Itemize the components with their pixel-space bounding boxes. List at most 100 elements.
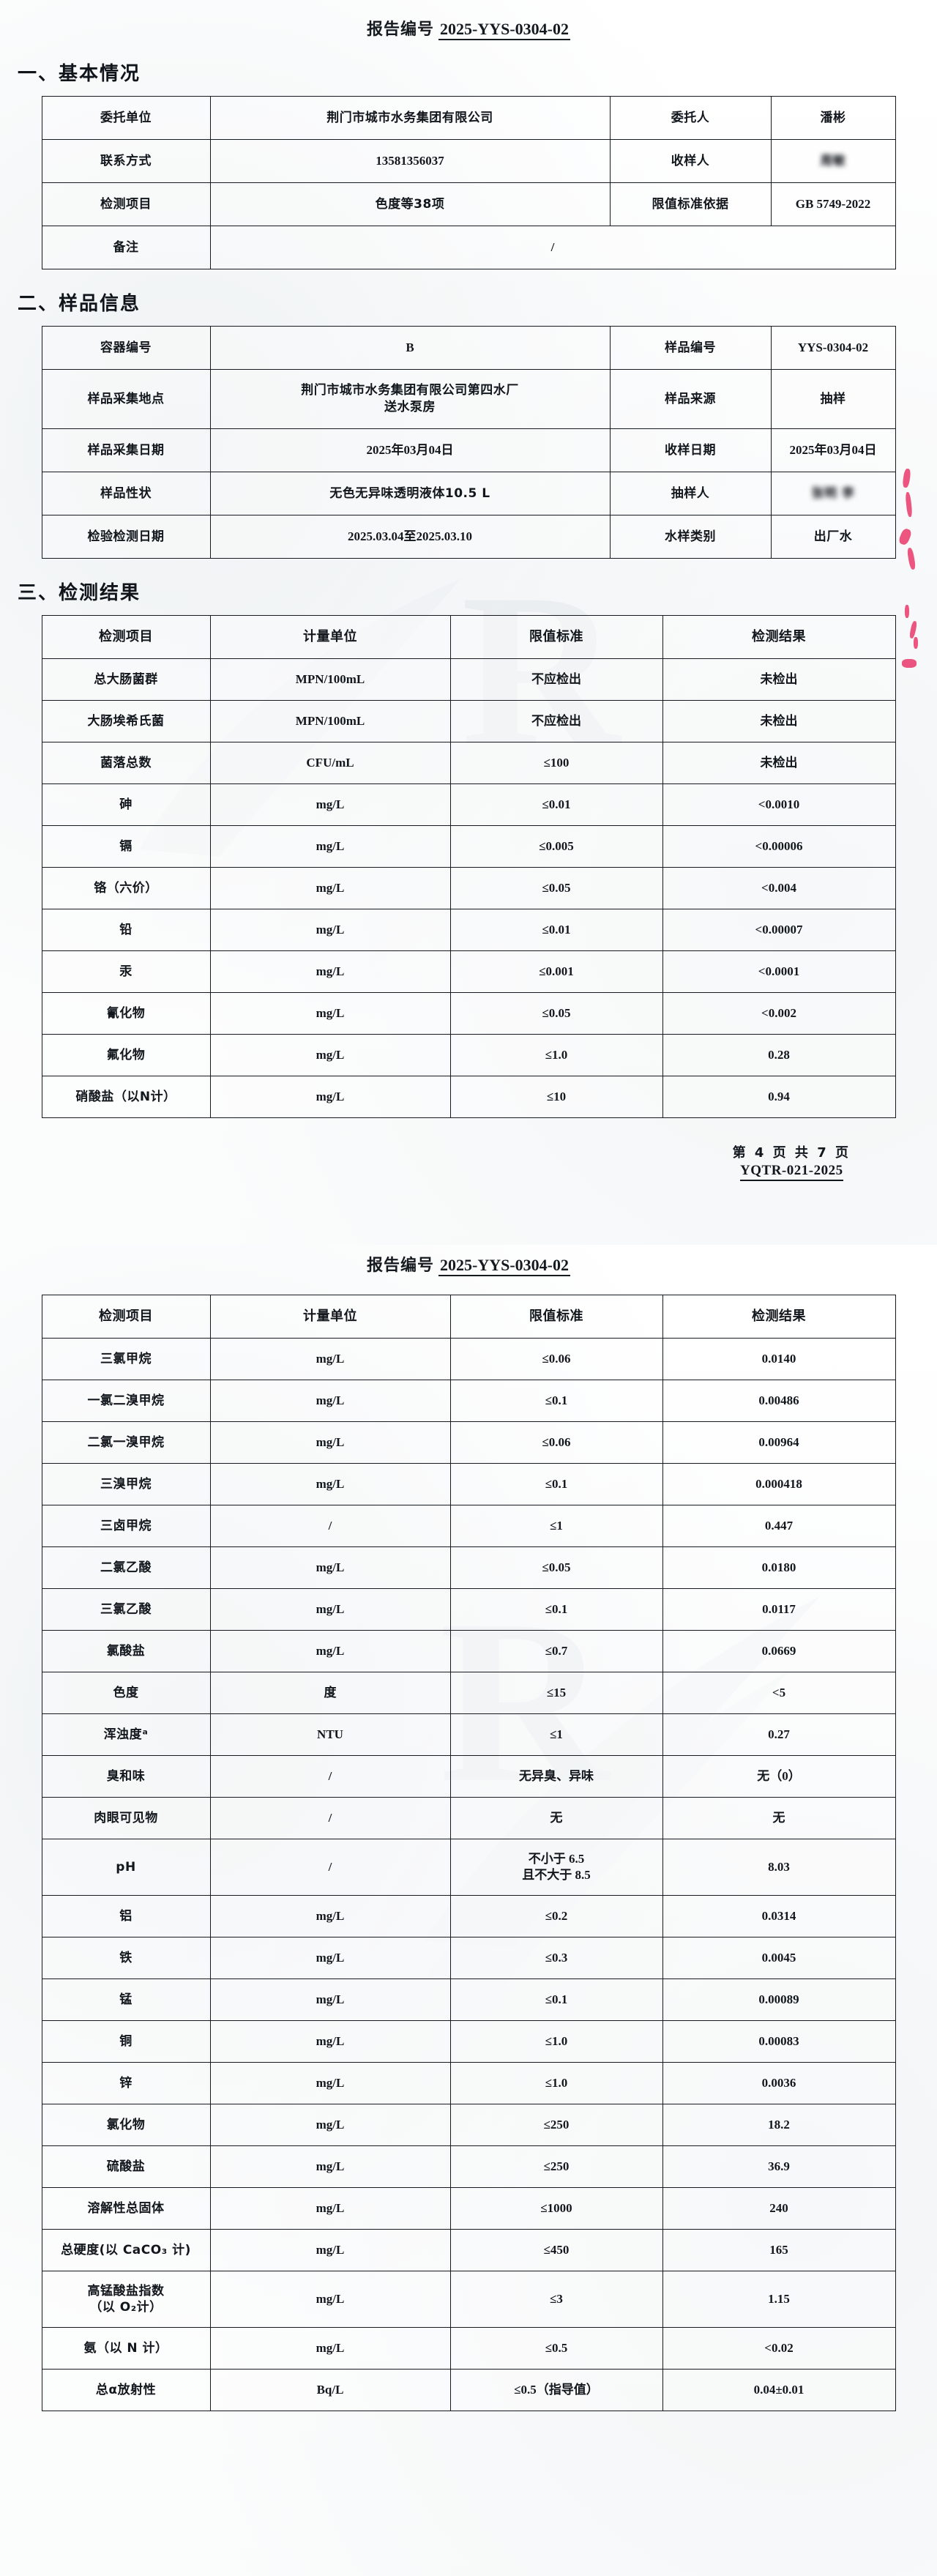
result-unit: NTU: [209, 1713, 451, 1756]
report-number-header: 报告编号 2025-YYS-0304-02: [0, 1245, 937, 1276]
col-header-unit: 计量单位: [209, 1295, 451, 1339]
table-row: 样品采集日期 2025年03月04日 收样日期 2025年03月04日: [41, 428, 896, 472]
table-row: 硫酸盐 mg/L ≤250 36.9: [41, 2145, 896, 2188]
result-unit: MPN/100mL: [209, 700, 451, 742]
basic-value-remark: /: [209, 226, 896, 269]
result-limit: ≤450: [449, 2229, 663, 2271]
result-item-name: 铝: [41, 1895, 211, 1937]
table-row: 溶解性总固体 mg/L ≤1000 240: [41, 2187, 896, 2230]
section-heading-basic: 一、基本情况: [18, 63, 141, 85]
result-value: 0.0314: [662, 1895, 896, 1937]
result-unit: mg/L: [209, 2327, 451, 2370]
result-unit: mg/L: [209, 783, 451, 826]
result-item-name: 一氯二溴甲烷: [41, 1380, 211, 1422]
result-unit: mg/L: [209, 1463, 451, 1505]
sample-label-source: 样品来源: [609, 369, 772, 429]
result-item-name: 总大肠菌群: [41, 658, 211, 701]
result-limit: ≤0.005: [449, 825, 663, 868]
result-unit: mg/L: [209, 1034, 451, 1076]
table-row: pH / 不小于 6.5 且不大于 8.5 8.03: [41, 1839, 896, 1896]
table-row: 氟化物 mg/L ≤1.0 0.28: [41, 1034, 896, 1076]
result-limit: ≤1.0: [449, 2062, 663, 2104]
result-value: 0.0045: [662, 1937, 896, 1979]
result-unit: mg/L: [209, 2062, 451, 2104]
result-item-name: 锌: [41, 2062, 211, 2104]
result-value: 0.0140: [662, 1338, 896, 1380]
result-value: <0.02: [662, 2327, 896, 2370]
col-header-limit: 限值标准: [449, 1295, 663, 1339]
table-row: 锰 mg/L ≤0.1 0.00089: [41, 1978, 896, 2021]
table-row: 总硬度(以 CaCO₃ 计) mg/L ≤450 165: [41, 2229, 896, 2271]
result-value: 无: [662, 1797, 896, 1839]
result-value: 36.9: [662, 2145, 896, 2188]
sample-value-water-type: 出厂水: [770, 515, 896, 559]
result-limit: ≤0.1: [449, 1463, 663, 1505]
result-item-name: 三溴甲烷: [41, 1463, 211, 1505]
basic-label-standard: 限值标准依据: [609, 182, 772, 226]
result-unit: mg/L: [209, 1588, 451, 1631]
result-item-name: 大肠埃希氏菌: [41, 700, 211, 742]
basic-value-test-items: 色度等38项: [209, 182, 611, 226]
result-value: 1.15: [662, 2271, 896, 2328]
result-limit: ≤0.001: [449, 950, 663, 993]
sample-label-location: 样品采集地点: [41, 369, 211, 429]
result-item-name: 硝酸盐（以N计）: [41, 1076, 211, 1118]
table-row: 一氯二溴甲烷 mg/L ≤0.1 0.00486: [41, 1380, 896, 1422]
result-item-name: 氯化物: [41, 2104, 211, 2146]
result-unit: mg/L: [209, 825, 451, 868]
result-value: 165: [662, 2229, 896, 2271]
table-row: 三氯甲烷 mg/L ≤0.06 0.0140: [41, 1338, 896, 1380]
basic-value-receiver: 周敏: [770, 139, 896, 183]
result-item-name: 铬（六价）: [41, 867, 211, 909]
result-item-name: 锰: [41, 1978, 211, 2021]
result-unit: mg/L: [209, 1937, 451, 1979]
table-row: 汞 mg/L ≤0.001 <0.0001: [41, 950, 896, 993]
result-value: <0.004: [662, 867, 896, 909]
result-unit: mg/L: [209, 1076, 451, 1118]
table-row: 高锰酸盐指数 （以 O₂计） mg/L ≤3 1.15: [41, 2271, 896, 2328]
table-row: 总大肠菌群 MPN/100mL 不应检出 未检出: [41, 658, 896, 701]
table-header-row: 检测项目 计量单位 限值标准 检测结果: [41, 1295, 896, 1339]
sample-label-receive-date: 收样日期: [609, 428, 772, 472]
result-item-name: 砷: [41, 783, 211, 826]
result-value: <0.00006: [662, 825, 896, 868]
table-header-row: 检测项目 计量单位 限值标准 检测结果: [41, 615, 896, 659]
result-limit: ≤0.7: [449, 1630, 663, 1672]
result-limit: ≤0.5（指导值）: [449, 2369, 663, 2411]
result-unit: mg/L: [209, 2104, 451, 2146]
result-value: 0.00083: [662, 2020, 896, 2063]
table-row: 氯酸盐 mg/L ≤0.7 0.0669: [41, 1630, 896, 1672]
result-value: 240: [662, 2187, 896, 2230]
result-unit: mg/L: [209, 2145, 451, 2188]
sample-label-water-type: 水样类别: [609, 515, 772, 559]
result-limit: ≤0.1: [449, 1588, 663, 1631]
report-number-label: 报告编号: [366, 1257, 434, 1275]
sample-label-container-no: 容器编号: [41, 326, 211, 370]
result-limit: ≤250: [449, 2104, 663, 2146]
result-limit: ≤0.1: [449, 1380, 663, 1422]
result-unit: CFU/mL: [209, 742, 451, 784]
basic-value-standard: GB 5749-2022: [770, 182, 896, 226]
result-unit: mg/L: [209, 1338, 451, 1380]
table-row: 二氯一溴甲烷 mg/L ≤0.06 0.00964: [41, 1421, 896, 1464]
table-row: 氨（以 N 计） mg/L ≤0.5 <0.02: [41, 2327, 896, 2370]
result-value: 0.00486: [662, 1380, 896, 1422]
sample-label-collect-date: 样品采集日期: [41, 428, 211, 472]
result-value: 0.04±0.01: [662, 2369, 896, 2411]
result-unit: /: [209, 1755, 451, 1798]
result-limit: ≤0.06: [449, 1421, 663, 1464]
result-value: <5: [662, 1672, 896, 1714]
basic-label-client: 委托单位: [41, 96, 211, 140]
result-unit: mg/L: [209, 992, 451, 1035]
table-row: 三卤甲烷 / ≤1 0.447: [41, 1505, 896, 1547]
result-unit: mg/L: [209, 1895, 451, 1937]
sample-info-table: 容器编号 B 样品编号 YYS-0304-02 样品采集地点 荆门市城市水务集团…: [41, 326, 896, 559]
table-row: 样品采集地点 荆门市城市水务集团有限公司第四水厂 送水泵房 样品来源 抽样: [41, 369, 896, 429]
result-limit: ≤1: [449, 1505, 663, 1547]
result-value: <0.002: [662, 992, 896, 1035]
table-row: 砷 mg/L ≤0.01 <0.0010: [41, 783, 896, 826]
result-item-name: 氯酸盐: [41, 1630, 211, 1672]
result-value: 0.28: [662, 1034, 896, 1076]
result-limit: ≤0.1: [449, 1978, 663, 2021]
table-row: 铜 mg/L ≤1.0 0.00083: [41, 2020, 896, 2063]
